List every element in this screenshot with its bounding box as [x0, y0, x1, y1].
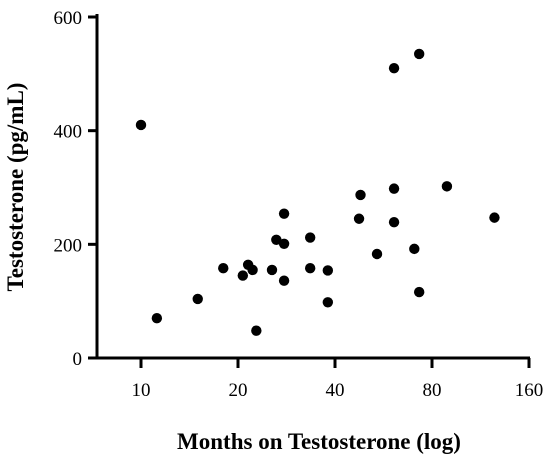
x-tick-label: 40	[326, 380, 345, 401]
data-point	[409, 243, 420, 255]
y-tick-label: 0	[73, 349, 83, 370]
data-point	[489, 212, 500, 223]
data-point	[304, 232, 316, 243]
data-point	[218, 263, 229, 274]
data-point	[251, 325, 262, 336]
y-ticks: 0 200 400 600	[54, 8, 97, 370]
data-point	[441, 181, 453, 192]
data-point	[271, 234, 282, 245]
data-point	[322, 297, 334, 308]
x-tick-label: 20	[229, 380, 248, 401]
data-points	[135, 48, 500, 336]
data-point	[266, 264, 278, 276]
data-point	[278, 208, 290, 219]
x-tick-label: 160	[515, 380, 544, 401]
y-tick-label: 400	[54, 122, 83, 143]
data-point	[413, 48, 425, 60]
data-point	[353, 213, 365, 224]
y-tick-label: 200	[54, 235, 83, 256]
data-point	[388, 216, 400, 228]
data-point	[151, 313, 163, 324]
x-tick-label: 80	[423, 380, 442, 401]
data-point	[278, 275, 290, 286]
data-point	[388, 183, 400, 194]
data-point	[278, 238, 290, 249]
data-point	[388, 62, 400, 74]
data-point	[355, 189, 366, 201]
data-point	[192, 293, 203, 305]
data-point	[371, 248, 383, 260]
data-point	[413, 286, 425, 298]
x-tick-label: 10	[132, 380, 151, 401]
data-point	[304, 263, 316, 274]
x-axis-title: Months on Testosterone (log)	[177, 429, 461, 454]
data-point	[135, 119, 147, 131]
data-point	[322, 265, 334, 276]
x-ticks: 10 20 40 80 160	[132, 358, 544, 401]
y-axis-title: Testosterone (pg/mL)	[3, 83, 28, 292]
data-point	[237, 270, 249, 281]
data-point	[247, 264, 258, 276]
axes	[95, 14, 530, 360]
y-tick-label: 600	[54, 8, 83, 29]
